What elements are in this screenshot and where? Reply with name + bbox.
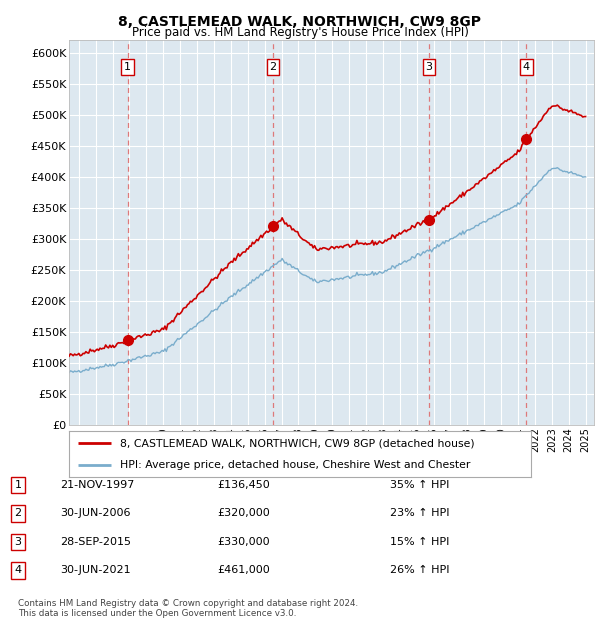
Text: 28-SEP-2015: 28-SEP-2015 bbox=[60, 537, 131, 547]
Text: 35% ↑ HPI: 35% ↑ HPI bbox=[390, 480, 449, 490]
Text: HPI: Average price, detached house, Cheshire West and Chester: HPI: Average price, detached house, Ches… bbox=[120, 460, 470, 470]
Text: 26% ↑ HPI: 26% ↑ HPI bbox=[390, 565, 449, 575]
Text: 4: 4 bbox=[14, 565, 22, 575]
Text: 21-NOV-1997: 21-NOV-1997 bbox=[60, 480, 134, 490]
Text: 3: 3 bbox=[425, 62, 433, 72]
Text: This data is licensed under the Open Government Licence v3.0.: This data is licensed under the Open Gov… bbox=[18, 609, 296, 618]
Text: 3: 3 bbox=[14, 537, 22, 547]
Text: Contains HM Land Registry data © Crown copyright and database right 2024.: Contains HM Land Registry data © Crown c… bbox=[18, 600, 358, 608]
Text: £320,000: £320,000 bbox=[217, 508, 270, 518]
Text: 1: 1 bbox=[124, 62, 131, 72]
Text: £136,450: £136,450 bbox=[217, 480, 270, 490]
Text: 2: 2 bbox=[269, 62, 277, 72]
Text: £461,000: £461,000 bbox=[217, 565, 270, 575]
Text: 30-JUN-2021: 30-JUN-2021 bbox=[60, 565, 131, 575]
Text: 2: 2 bbox=[14, 508, 22, 518]
Text: 30-JUN-2006: 30-JUN-2006 bbox=[60, 508, 131, 518]
Text: £330,000: £330,000 bbox=[217, 537, 270, 547]
Text: Price paid vs. HM Land Registry's House Price Index (HPI): Price paid vs. HM Land Registry's House … bbox=[131, 26, 469, 38]
Text: 8, CASTLEMEAD WALK, NORTHWICH, CW9 8GP (detached house): 8, CASTLEMEAD WALK, NORTHWICH, CW9 8GP (… bbox=[120, 438, 475, 448]
Text: 4: 4 bbox=[523, 62, 530, 72]
Text: 23% ↑ HPI: 23% ↑ HPI bbox=[390, 508, 449, 518]
Text: 15% ↑ HPI: 15% ↑ HPI bbox=[390, 537, 449, 547]
Text: 1: 1 bbox=[14, 480, 22, 490]
Text: 8, CASTLEMEAD WALK, NORTHWICH, CW9 8GP: 8, CASTLEMEAD WALK, NORTHWICH, CW9 8GP bbox=[119, 15, 482, 29]
